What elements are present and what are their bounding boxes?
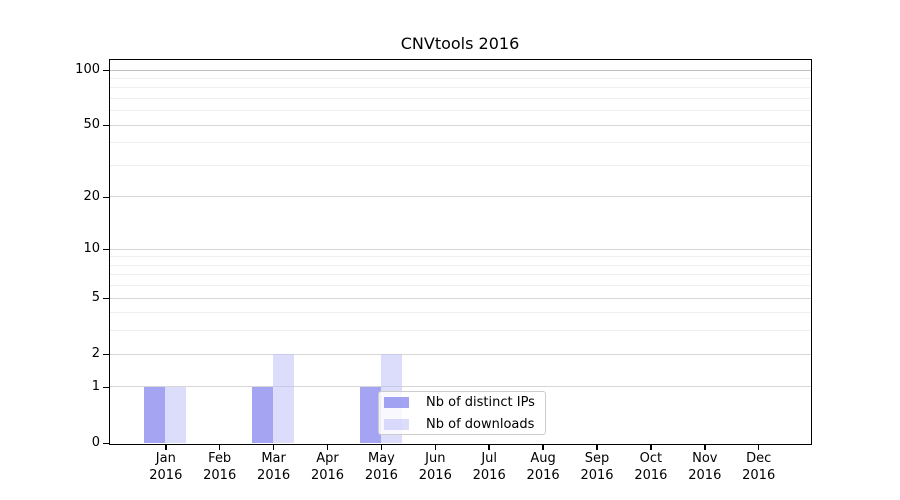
minor-gridline — [110, 312, 811, 314]
x-tick-label: Jan 2016 — [149, 451, 183, 483]
x-tick — [757, 444, 760, 450]
y-tick-label: 2 — [91, 346, 100, 362]
chart-title: CNVtools 2016 — [400, 34, 520, 53]
minor-gridline — [110, 110, 811, 112]
minor-gridline — [110, 264, 811, 266]
x-tick-label: Apr 2016 — [310, 451, 345, 483]
minor-gridline — [110, 97, 811, 99]
legend-item: Nb of distinct IPs — [384, 395, 545, 410]
x-tick-label: Dec 2016 — [742, 451, 776, 483]
x-tick-label: Nov 2016 — [688, 451, 722, 483]
legend: Nb of distinct IPs Nb of downloads — [378, 391, 546, 435]
minor-gridline — [110, 256, 811, 258]
minor-gridline — [110, 164, 811, 166]
x-tick — [542, 444, 544, 450]
y-tick-label: 20 — [83, 188, 100, 204]
x-tick-label: Sep 2016 — [580, 451, 614, 483]
major-gridline — [110, 386, 811, 388]
bar-distinct-ips — [252, 386, 274, 443]
x-tick — [704, 444, 706, 450]
x-tick-label: Aug 2016 — [526, 451, 560, 483]
minor-gridline — [110, 77, 811, 79]
y-tick-label: 50 — [83, 117, 100, 133]
y-tick — [103, 196, 110, 199]
minor-gridline — [110, 87, 811, 89]
x-tick — [488, 444, 490, 450]
major-gridline — [110, 69, 811, 71]
y-tick — [103, 386, 110, 389]
x-tick — [326, 444, 329, 450]
y-tick — [103, 124, 110, 127]
x-tick — [218, 444, 221, 450]
bar-distinct-ips — [144, 386, 166, 443]
y-tick-label: 5 — [91, 290, 100, 306]
major-gridline — [110, 196, 811, 198]
bar-downloads — [273, 354, 295, 443]
y-tick-label: 100 — [75, 62, 100, 77]
bar-downloads — [165, 386, 187, 443]
minor-gridline — [110, 330, 811, 332]
x-tick — [165, 444, 167, 450]
major-gridline — [110, 124, 811, 126]
major-gridline — [110, 297, 811, 299]
x-tick — [272, 444, 275, 450]
x-tick-label: Jun 2016 — [418, 451, 452, 483]
x-tick-label: Feb 2016 — [203, 451, 237, 483]
y-tick-label: 1 — [91, 378, 100, 394]
x-tick — [596, 444, 598, 450]
legend-label-downloads: Nb of downloads — [426, 416, 535, 432]
y-tick — [103, 442, 110, 445]
x-tick — [380, 444, 383, 450]
y-tick — [103, 248, 110, 251]
minor-gridline — [110, 274, 811, 276]
legend-item: Nb of downloads — [384, 417, 545, 432]
legend-swatch-distinct-ips — [384, 396, 409, 408]
major-gridline — [110, 248, 811, 250]
x-tick — [434, 444, 437, 450]
x-tick-label: Jul 2016 — [472, 451, 506, 483]
y-tick — [103, 353, 110, 356]
x-tick — [650, 444, 652, 450]
x-tick-label: May 2016 — [364, 451, 398, 483]
y-tick — [103, 297, 110, 300]
plot-area — [109, 59, 812, 445]
legend-label-distinct-ips: Nb of distinct IPs — [426, 394, 535, 410]
minor-gridline — [110, 285, 811, 287]
y-tick-label: 10 — [83, 241, 100, 257]
y-tick — [103, 69, 110, 72]
x-tick-label: Oct 2016 — [634, 451, 668, 483]
bar-distinct-ips — [359, 386, 381, 443]
major-gridline — [110, 353, 811, 355]
minor-gridline — [110, 142, 811, 144]
x-tick-label: Mar 2016 — [257, 451, 291, 483]
legend-swatch-downloads — [384, 418, 409, 430]
y-tick-label: 0 — [91, 435, 100, 450]
